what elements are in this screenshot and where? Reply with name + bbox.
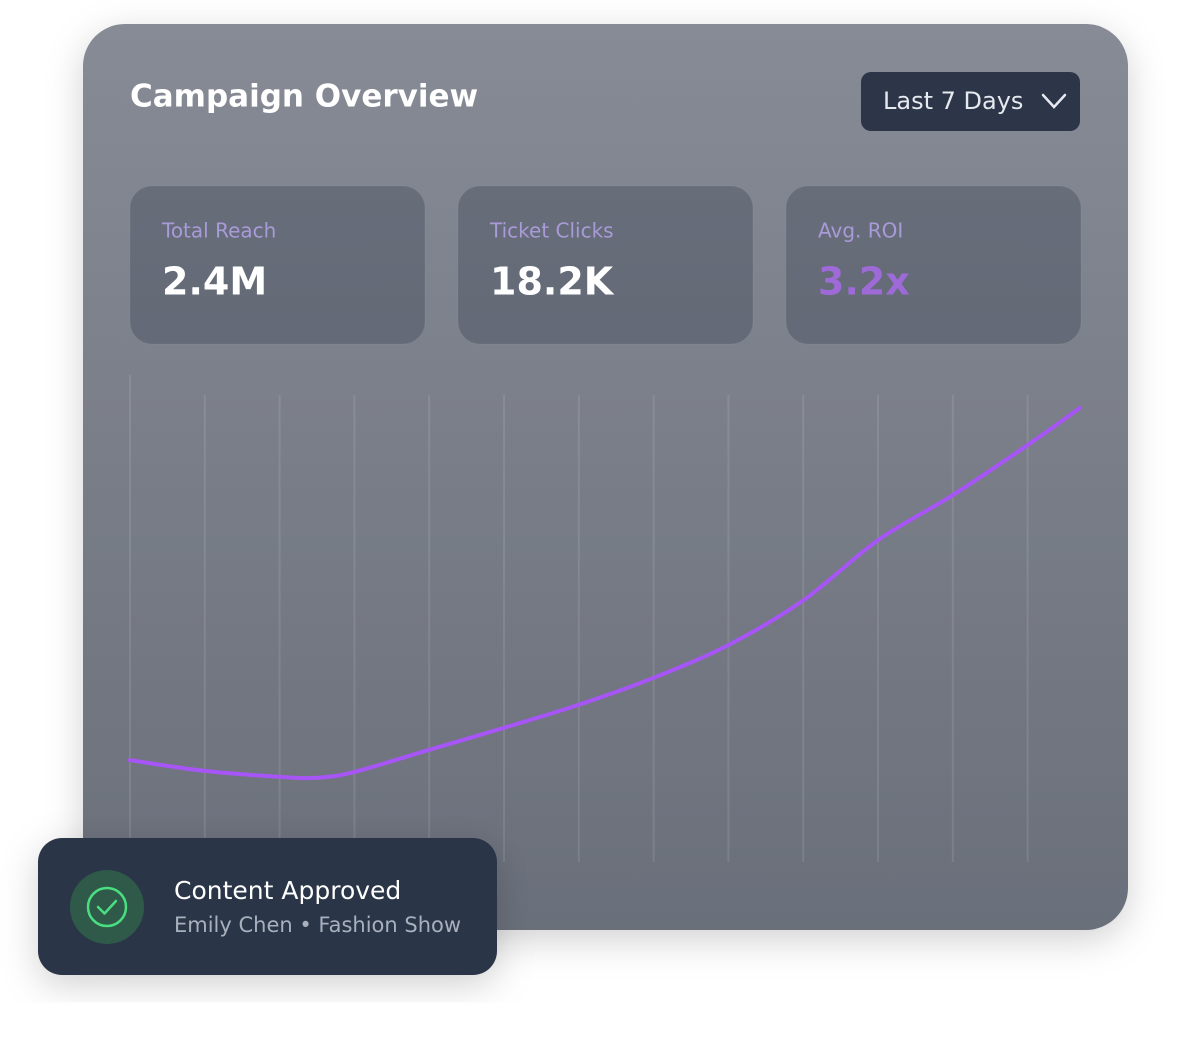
card-title: Campaign Overview bbox=[130, 79, 478, 115]
trend-line bbox=[128, 405, 1082, 781]
stat-label: Ticket Clicks bbox=[489, 219, 614, 243]
status-icon-bg bbox=[70, 870, 144, 944]
card bbox=[83, 24, 1128, 930]
stats: Total Reach 2.4M Ticket Clicks 18.2K Avg. RO… bbox=[129, 185, 1082, 345]
notification: Content Approved Emily Chen • Fashion Sh… bbox=[38, 838, 497, 975]
chart bbox=[128, 375, 1082, 862]
stat-value: 2.4M bbox=[162, 260, 267, 304]
dropdown-label[interactable]: Last 7 Days bbox=[883, 87, 1023, 115]
range-dropdown[interactable]: Last 7 Days bbox=[861, 72, 1080, 131]
dropdown-bg[interactable] bbox=[861, 72, 1080, 131]
notification-subtitle: Emily Chen • Fashion Show bbox=[174, 913, 461, 937]
stat-value: 3.2x bbox=[818, 260, 910, 304]
check-icon bbox=[96, 899, 118, 915]
stat-label: Avg. ROI bbox=[818, 219, 903, 243]
stat-label: Total Reach bbox=[161, 219, 276, 243]
stat-card bbox=[129, 185, 426, 345]
stat-value: 18.2K bbox=[490, 260, 615, 304]
notification-bg bbox=[38, 838, 497, 975]
chevron-icon[interactable] bbox=[1041, 93, 1067, 109]
status-icon-ring bbox=[86, 886, 128, 928]
notification-title: Content Approved bbox=[174, 876, 401, 905]
stat-card bbox=[457, 185, 754, 345]
stat-card bbox=[785, 185, 1082, 345]
